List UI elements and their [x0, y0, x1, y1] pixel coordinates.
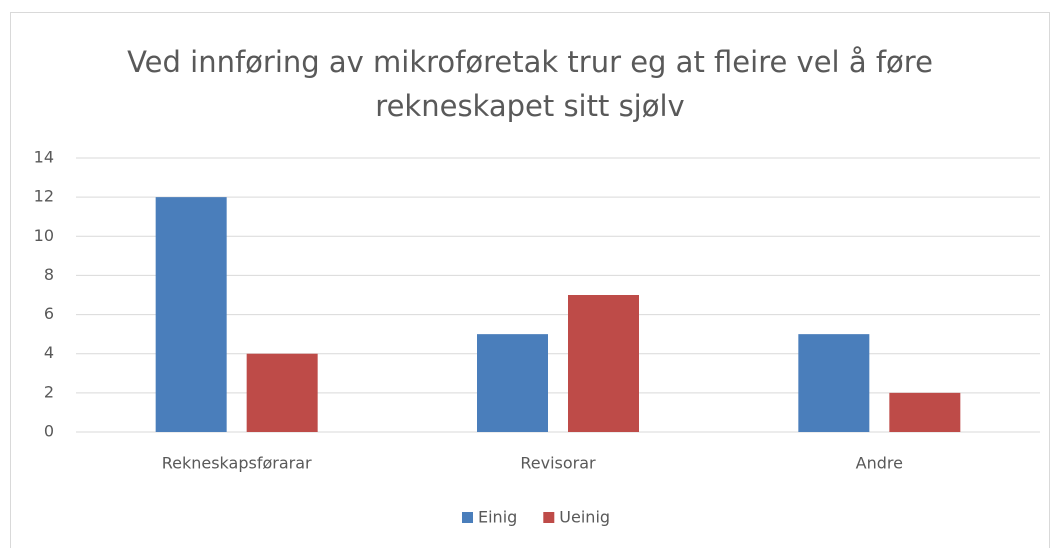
- chart-title: Ved innføring av mikroføretak trur eg at…: [127, 45, 933, 123]
- y-tick-label: 2: [44, 382, 54, 401]
- y-tick-label: 0: [44, 422, 54, 441]
- y-tick-label: 14: [34, 148, 54, 167]
- legend-label: Einig: [478, 508, 517, 527]
- x-tick-label: Andre: [856, 454, 903, 473]
- chart-frame: [10, 12, 1050, 548]
- x-tick-label: Rekneskapsførarar: [162, 454, 312, 473]
- legend-swatch: [462, 512, 473, 523]
- y-tick-label: 12: [34, 187, 54, 206]
- bar: [155, 197, 227, 432]
- bar: [246, 353, 318, 432]
- legend-swatch: [543, 512, 555, 523]
- bar: [568, 295, 639, 432]
- y-tick-label: 4: [44, 343, 54, 362]
- y-tick-label: 10: [34, 226, 54, 245]
- bar: [477, 334, 548, 432]
- y-tick-label: 8: [44, 265, 54, 284]
- y-tick-label: 6: [44, 304, 54, 323]
- x-tick-label: Revisorar: [520, 454, 596, 473]
- bar: [798, 334, 870, 432]
- legend-label: Ueinig: [559, 508, 610, 527]
- bar: [889, 392, 961, 432]
